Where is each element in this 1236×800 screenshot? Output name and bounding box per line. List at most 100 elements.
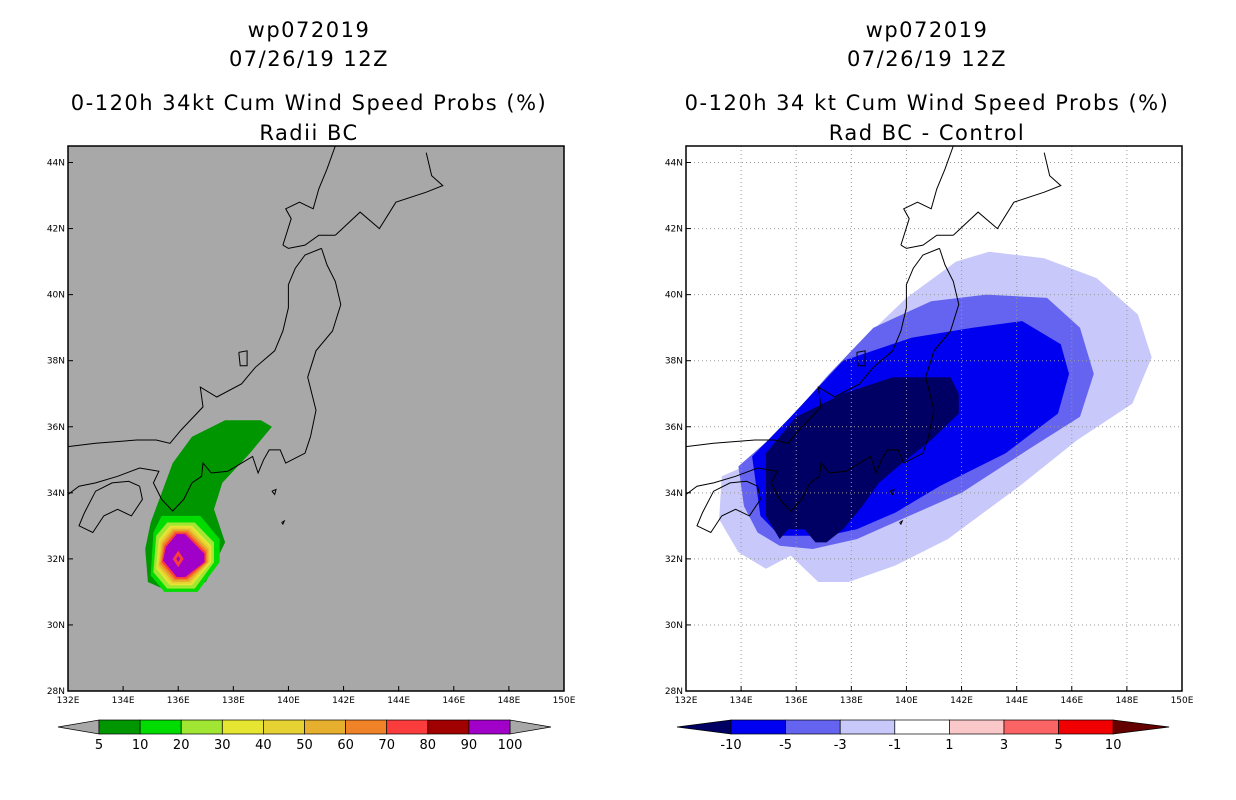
coastline bbox=[68, 436, 311, 512]
colorbar-segment bbox=[304, 719, 346, 735]
x-tick-label: 148E bbox=[497, 696, 520, 706]
experiment-title: Rad BC - Control bbox=[828, 121, 1026, 145]
colorbar-label: -3 bbox=[834, 738, 847, 753]
x-tick-label: 136E bbox=[167, 696, 190, 706]
coastline bbox=[68, 247, 322, 448]
y-tick-label: 40N bbox=[665, 291, 683, 301]
x-tick-label: 142E bbox=[332, 696, 355, 706]
y-tick-label: 42N bbox=[665, 225, 683, 235]
x-tick-label: 144E bbox=[1005, 696, 1028, 706]
x-tick-label: 132E bbox=[675, 696, 698, 706]
colorbar-high-arrow bbox=[509, 719, 552, 735]
coastline bbox=[238, 350, 248, 367]
coastline bbox=[900, 234, 954, 249]
y-tick-label: 44N bbox=[665, 159, 683, 169]
colorbar-label: 80 bbox=[420, 738, 437, 753]
colorbar-label: 5 bbox=[95, 738, 103, 753]
plot-frame bbox=[685, 145, 1183, 692]
left-map-panel: wp072019 07/26/19 12Z 0-120h 34kt Cum Wi… bbox=[47, 18, 576, 753]
y-tick-label: 38N bbox=[665, 357, 683, 367]
x-tick-label: 146E bbox=[442, 696, 465, 706]
x-tick-label: 144E bbox=[387, 696, 410, 706]
colorbar-segment bbox=[839, 719, 896, 735]
right-map-panel: wp072019 07/26/19 12Z 0-120h 34 kt Cum W… bbox=[618, 0, 1236, 800]
coastline bbox=[952, 152, 1062, 236]
y-tick-label: 32N bbox=[47, 555, 65, 565]
plot-area bbox=[686, 146, 1182, 691]
colorbar-low-arrow bbox=[676, 719, 732, 735]
colorbar-label: 5 bbox=[1054, 738, 1062, 753]
colorbar-label: -5 bbox=[779, 738, 792, 753]
contour-90-100 bbox=[163, 534, 205, 577]
wind-prob-map: 132E 134E 136E 138E 140E 142E 144E 146E 148E 150E… bbox=[47, 145, 576, 753]
coastline bbox=[334, 152, 444, 236]
coastline bbox=[856, 350, 866, 367]
colorbar-label: 70 bbox=[378, 738, 395, 753]
colorbar-segment bbox=[345, 719, 388, 735]
colorbar-label: 1 bbox=[945, 738, 953, 753]
plot-area bbox=[68, 146, 444, 592]
colorbar-high-arrow bbox=[1112, 719, 1170, 735]
y-tick-label: 34N bbox=[665, 489, 683, 499]
y-tick-label: 30N bbox=[47, 621, 65, 631]
x-tick-label: 146E bbox=[1060, 696, 1083, 706]
coastline bbox=[686, 247, 940, 448]
coastline bbox=[696, 480, 761, 534]
coastline bbox=[900, 146, 954, 246]
x-tick-label: 132E bbox=[57, 696, 80, 706]
colorbar-label: 30 bbox=[214, 738, 231, 753]
colorbar-low-arrow bbox=[57, 719, 100, 735]
coastline bbox=[78, 480, 143, 534]
colorbar-segment bbox=[98, 719, 141, 735]
x-tick-label: 140E bbox=[895, 696, 918, 706]
y-tick-label: 34N bbox=[47, 489, 65, 499]
colorbar-segment bbox=[139, 719, 182, 735]
colorbar-segment bbox=[894, 719, 950, 735]
colorbar-segment bbox=[180, 719, 223, 735]
colorbar-label: 90 bbox=[461, 738, 478, 753]
product-title: 0-120h 34 kt Cum Wind Speed Probs (%) bbox=[684, 91, 1170, 115]
x-tick-label: 136E bbox=[785, 696, 808, 706]
colorbar-label: 60 bbox=[337, 738, 354, 753]
x-tick-label: 148E bbox=[1115, 696, 1138, 706]
colorbar-label: -10 bbox=[720, 738, 741, 753]
x-tick-label: 142E bbox=[950, 696, 973, 706]
x-tick-label: 138E bbox=[840, 696, 863, 706]
colorbar-label: 40 bbox=[255, 738, 272, 753]
y-tick-label: 44N bbox=[47, 159, 65, 169]
plot-frame bbox=[67, 145, 565, 692]
date-title: 07/26/19 12Z bbox=[846, 47, 1008, 71]
coastline bbox=[281, 519, 286, 526]
colorbar-label: 100 bbox=[498, 738, 523, 753]
coastline bbox=[307, 248, 342, 437]
storm-id-title: wp072019 bbox=[247, 18, 371, 42]
y-tick-label: 36N bbox=[665, 423, 683, 433]
colorbar-label: 3 bbox=[1000, 738, 1008, 753]
coastline bbox=[925, 248, 960, 437]
contour-below--10 bbox=[765, 377, 959, 543]
date-title: 07/26/19 12Z bbox=[228, 47, 390, 71]
y-tick-label: 32N bbox=[665, 555, 683, 565]
x-tick-label: 134E bbox=[112, 696, 135, 706]
y-tick-label: 42N bbox=[47, 225, 65, 235]
colorbar-label: -1 bbox=[888, 738, 901, 753]
y-tick-label: 36N bbox=[47, 423, 65, 433]
colorbar-label: 10 bbox=[1105, 738, 1122, 753]
colorbar-segment bbox=[427, 719, 470, 735]
coastline bbox=[282, 234, 336, 249]
y-tick-label: 40N bbox=[47, 291, 65, 301]
contour-90-100-core bbox=[176, 555, 181, 562]
colorbar-label: 50 bbox=[296, 738, 313, 753]
y-tick-label: 28N bbox=[665, 687, 683, 697]
product-title: 0-120h 34kt Cum Wind Speed Probs (%) bbox=[70, 91, 548, 115]
coastline bbox=[889, 488, 895, 496]
colorbar-label: 10 bbox=[132, 738, 149, 753]
coastline bbox=[899, 519, 904, 526]
storm-id-title: wp072019 bbox=[865, 18, 989, 42]
colorbar-segment bbox=[785, 719, 841, 735]
x-tick-label: 150E bbox=[553, 696, 576, 706]
colorbar-segment bbox=[468, 719, 511, 735]
colorbar-segment bbox=[730, 719, 786, 735]
colorbar-segment bbox=[1058, 719, 1114, 735]
colorbar-segment bbox=[949, 719, 1005, 735]
